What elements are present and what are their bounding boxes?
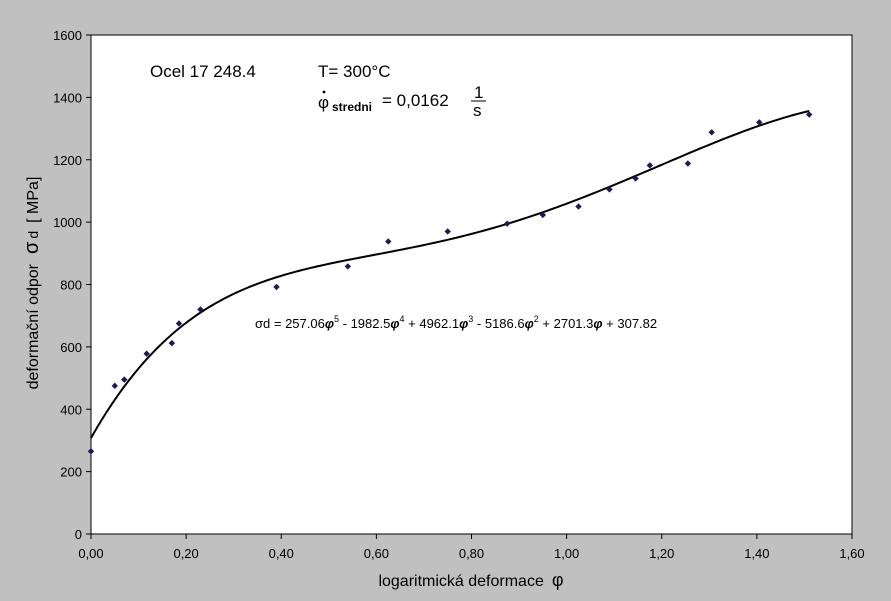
equation-coef: 5186.6 — [485, 316, 525, 331]
data-point — [632, 175, 639, 182]
x-tick-label: 0,60 — [364, 546, 389, 561]
equation-exp: 4 — [400, 314, 405, 324]
data-point — [385, 238, 392, 245]
equation-sep: - — [473, 316, 485, 331]
data-point — [175, 320, 183, 327]
data-point — [684, 160, 692, 167]
data-point — [111, 382, 118, 390]
plot-area — [90, 34, 853, 535]
y-tick-label: 1200 — [53, 153, 82, 168]
y-tick-label: 400 — [60, 402, 82, 417]
equation-var: φ — [390, 316, 399, 331]
data-point — [143, 350, 150, 357]
strain-rate-unit-num: 1 — [474, 83, 483, 102]
data-point — [87, 448, 95, 455]
equation-coef: 4962.1 — [419, 316, 459, 331]
y-axis-title: deformační odpor σd [ MPa] — [21, 177, 43, 390]
equation-exp: 5 — [334, 314, 339, 324]
equation-sep: + — [603, 316, 618, 331]
data-points — [87, 111, 813, 455]
data-point — [606, 186, 613, 193]
temperature-label: T= 300°C — [318, 62, 390, 81]
x-tick-label: 0,20 — [173, 546, 198, 561]
y-tick-label: 800 — [60, 278, 82, 293]
equation-var: φ — [525, 316, 534, 331]
y-tick-label: 0 — [75, 527, 82, 542]
x-tick-label: 1,00 — [554, 546, 579, 561]
data-point — [197, 306, 204, 313]
data-point — [503, 220, 511, 227]
equation-lhs: σd = — [255, 316, 285, 331]
y-axis-label: deformační odpor — [25, 263, 42, 389]
equation-coef: 257.06 — [285, 316, 325, 331]
equation-var: φ — [593, 316, 602, 331]
strain-rate-value: = 0,0162 — [382, 91, 449, 110]
x-tick-label: 0,80 — [459, 546, 484, 561]
x-axis-symbol: φ — [552, 570, 564, 590]
x-tick-label: 1,20 — [649, 546, 674, 561]
x-tick-label: 0,00 — [78, 546, 103, 561]
data-point — [708, 129, 715, 136]
y-tick-label: 1400 — [53, 90, 82, 105]
equation-exp: 2 — [534, 314, 539, 324]
x-axis-label: logaritmická deformace — [378, 573, 544, 590]
x-axis-title: logaritmická deformace φ — [378, 570, 563, 590]
data-point — [344, 263, 352, 270]
y-axis-sub: d — [25, 231, 41, 239]
x-tick-label: 1,40 — [744, 546, 769, 561]
strain-rate-sub: stredni — [332, 100, 372, 114]
strain-rate-unit-den: s — [473, 101, 482, 120]
strain-rate-label: φ stredni = 0,0162 1 s — [318, 83, 486, 120]
data-point — [805, 111, 813, 118]
equation-exp: 3 — [468, 314, 473, 324]
equation-coef: 1982.5 — [351, 316, 391, 331]
trend-equation: σd = 257.06φ5 - 1982.5φ4 + 4962.1φ3 - 51… — [255, 314, 657, 331]
y-tick-label: 200 — [60, 465, 82, 480]
data-point — [539, 211, 547, 219]
strain-rate-dot — [322, 90, 326, 94]
equation-coef: 307.82 — [617, 316, 657, 331]
data-point — [168, 339, 176, 347]
y-axis: 0 200 400 600 800 1000 1200 1400 1600 — [53, 28, 91, 542]
equation-coef: 2701.3 — [554, 316, 594, 331]
x-tick-label: 1,60 — [839, 546, 864, 561]
x-axis: 0,00 0,20 0,40 0,60 0,80 1,00 1,20 1,40 1,60 — [78, 534, 865, 561]
equation-sep: - — [339, 316, 351, 331]
data-point — [121, 376, 128, 383]
y-tick-label: 600 — [60, 340, 82, 355]
material-label: Ocel 17 248.4 — [150, 62, 256, 81]
strain-rate-symbol: φ — [318, 93, 329, 112]
y-tick-label: 1600 — [53, 28, 82, 43]
trend-line — [90, 110, 810, 439]
equation-sep: + — [539, 316, 554, 331]
equation-var: φ — [325, 316, 334, 331]
data-point — [575, 203, 582, 210]
y-tick-label: 1000 — [53, 215, 82, 230]
y-axis-unit: [ MPa] — [25, 177, 42, 223]
x-tick-label: 0,40 — [269, 546, 294, 561]
equation-var: φ — [459, 316, 468, 331]
data-point — [273, 283, 280, 291]
y-axis-symbol: σ — [21, 241, 43, 254]
data-point — [756, 119, 763, 126]
equation-sep: + — [405, 316, 420, 331]
data-point — [444, 228, 451, 235]
data-point — [646, 162, 654, 169]
